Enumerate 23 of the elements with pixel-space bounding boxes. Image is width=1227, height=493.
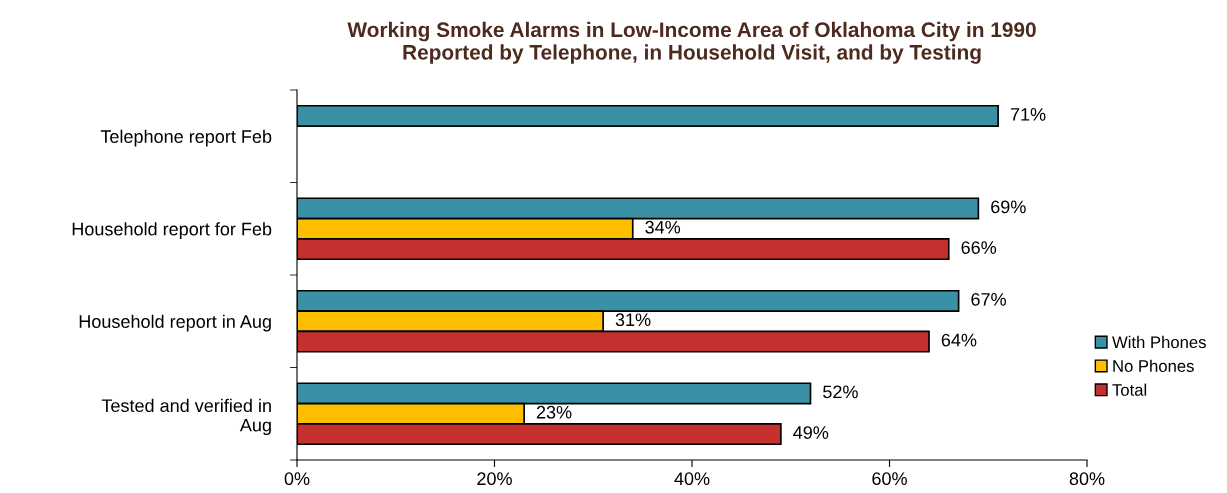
- data-label: 66%: [961, 241, 997, 254]
- data-label: 49%: [793, 426, 829, 439]
- data-label: 23%: [536, 405, 572, 419]
- data-label: 64%: [941, 333, 977, 347]
- data-label: 52%: [823, 385, 858, 399]
- x-tick-label: 0%: [284, 472, 310, 486]
- x-tick-label: 20%: [477, 472, 512, 486]
- y-tick-label: Household report in Aug: [79, 314, 271, 332]
- data-label: 71%: [1010, 108, 1046, 121]
- x-tick-label: 60%: [872, 472, 907, 486]
- legend-label: Total: [1112, 383, 1147, 396]
- data-label: 67%: [971, 292, 1006, 306]
- x-tick-label: 80%: [1069, 472, 1105, 486]
- x-tick-label: 40%: [674, 472, 710, 486]
- data-label: 31%: [615, 313, 651, 327]
- y-tick-label: Household report for Feb: [72, 222, 272, 240]
- y-tick-label: Tested and verified in Aug: [101, 398, 271, 436]
- data-label: 34%: [645, 220, 681, 234]
- legend-label: With Phones: [1112, 335, 1206, 349]
- legend-label: No Phones: [1113, 359, 1194, 372]
- y-tick-label: Telephone report Feb: [100, 129, 272, 147]
- data-label: 69%: [991, 200, 1026, 214]
- chart-title: Working Smoke Alarms in Low-Income Area of Oklahoma City in 1990 Reported by Telephone, in Household Visit, and by Testing: [347, 21, 1036, 64]
